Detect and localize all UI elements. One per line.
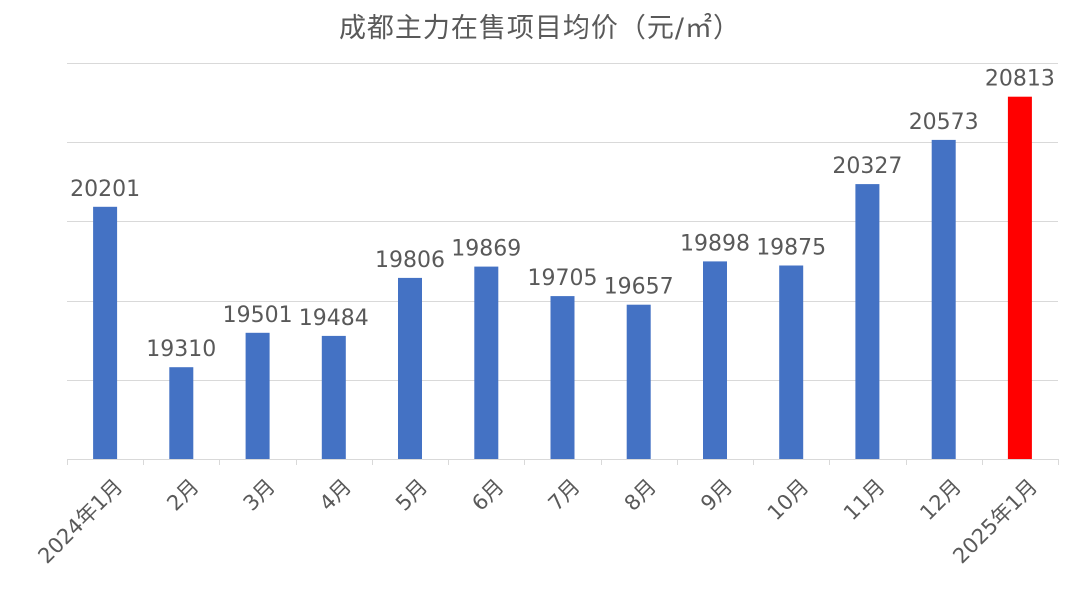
bar <box>169 367 194 459</box>
x-tick-label: 7月 <box>544 474 585 515</box>
x-tick-label: 5月 <box>391 474 432 515</box>
chart-title: 成都主力在售项目均价（元/㎡） <box>338 13 742 44</box>
bar <box>855 184 880 459</box>
data-label: 19657 <box>604 275 674 300</box>
x-tick-label: 12月 <box>915 474 966 525</box>
data-label: 19310 <box>146 337 216 362</box>
bar <box>321 335 346 459</box>
data-label: 20201 <box>70 177 140 202</box>
x-tick-label: 2024年1月 <box>33 474 127 568</box>
data-label: 20573 <box>909 110 979 135</box>
x-tick-label: 11月 <box>839 474 890 525</box>
x-tick-label: 10月 <box>763 474 814 525</box>
data-label: 20327 <box>832 154 902 179</box>
data-label: 20813 <box>985 67 1055 92</box>
data-label: 19898 <box>680 231 750 256</box>
x-tick-label: 6月 <box>467 474 508 515</box>
data-label: 19875 <box>756 236 826 261</box>
bar <box>474 266 499 459</box>
bar <box>550 296 575 459</box>
bar <box>931 139 956 459</box>
data-label: 19705 <box>528 266 598 291</box>
data-label: 19806 <box>375 248 445 273</box>
bar <box>245 332 270 459</box>
bar <box>398 277 422 459</box>
x-tick-label: 2月 <box>162 474 203 515</box>
bar <box>93 206 118 459</box>
x-tick-label: 9月 <box>696 474 737 515</box>
data-label: 19484 <box>299 306 369 331</box>
x-tick-label: 3月 <box>239 474 280 515</box>
x-tick-label: 8月 <box>620 474 661 515</box>
data-label: 19869 <box>451 237 521 262</box>
bar <box>779 265 804 459</box>
bar <box>703 261 727 459</box>
data-label: 19501 <box>223 303 293 328</box>
bar <box>626 304 651 459</box>
bar <box>1007 96 1032 459</box>
x-tick-label: 4月 <box>315 474 356 515</box>
